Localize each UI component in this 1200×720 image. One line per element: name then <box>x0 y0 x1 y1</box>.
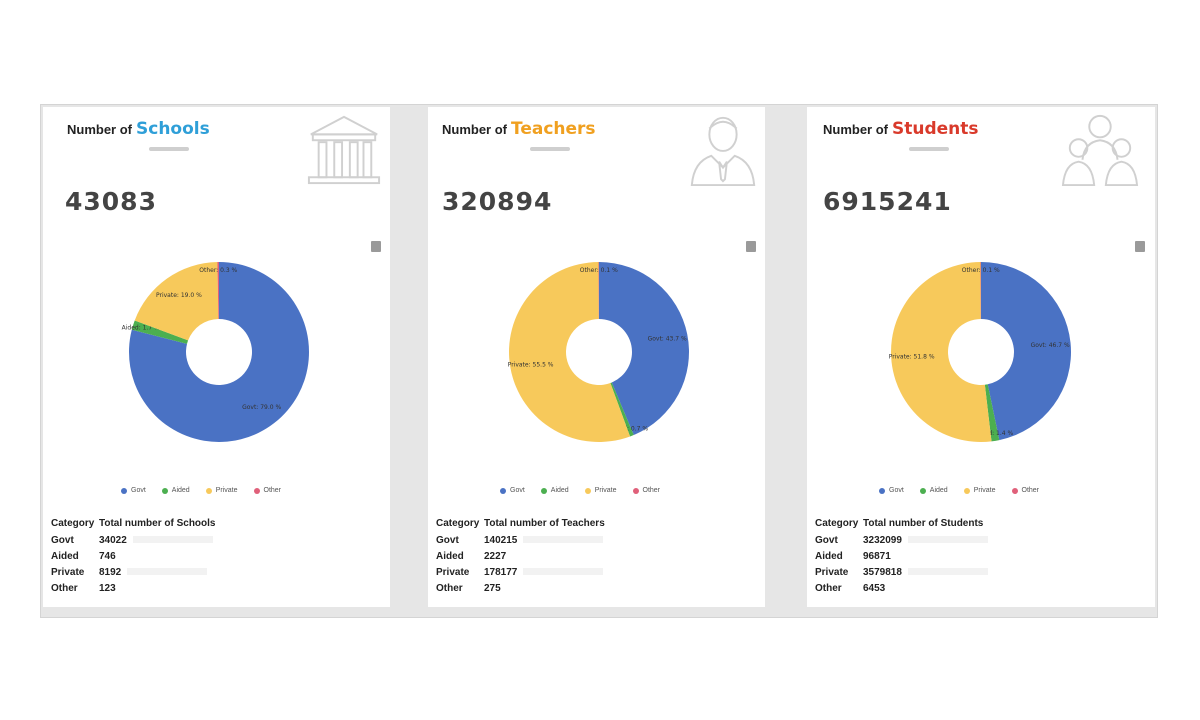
schools-donut-chart: Govt: 79.0 % Aided: 1.7 % Private: 19.0 % O… <box>122 262 309 442</box>
teachers-donut-chart: Govt: 43.7 % Aided: 0.7 % Private: 55.5 % O… <box>508 262 689 442</box>
legend-item-private[interactable]: Private <box>963 487 996 494</box>
table-row: Aided 96871 <box>815 550 891 562</box>
table-row: Govt 3232099 <box>815 532 991 548</box>
legend-item-govt[interactable]: Govt <box>500 487 525 494</box>
slice-label-govt: Govt: 46.7 % <box>1031 342 1070 349</box>
schools-card: Number of Schools 43083 Govt: 79.0 % Aided… <box>43 107 390 607</box>
donut-slice-private[interactable] <box>509 262 631 442</box>
dashboard-panel: Number of Schools 43083 Govt: 79.0 % Aided… <box>40 104 1158 618</box>
title-prefix: Number of <box>442 122 507 137</box>
slice-label-aided: Aided: 0.7 % <box>610 425 648 432</box>
slice-label-govt: Govt: 79.0 % <box>242 404 281 411</box>
table-header-category: Category <box>51 518 95 529</box>
table-header-category: Category <box>815 518 859 529</box>
donut-slice-govt[interactable] <box>599 262 689 436</box>
title-underline <box>909 147 949 151</box>
schools-table: Category Total number of Schools Govt 340… <box>51 517 227 596</box>
table-row: Other 6453 <box>815 582 886 594</box>
title-accent: Schools <box>136 119 210 139</box>
table-row: Aided 2227 <box>436 550 507 562</box>
chart-menu-icon[interactable] <box>371 241 381 252</box>
table-header-category: Category <box>436 518 480 529</box>
card-title: Number of Teachers <box>442 119 596 139</box>
legend-item-other[interactable]: Other <box>632 487 660 494</box>
slice-label-other: Other: 0.1 % <box>580 267 618 274</box>
donut-slice-aided[interactable] <box>131 320 189 344</box>
chart-menu-icon[interactable] <box>1135 241 1145 252</box>
total-teachers: 320894 <box>442 187 553 216</box>
slice-label-private: Private: 19.0 % <box>156 292 202 299</box>
teachers-card: Number of Teachers 320894 Govt: 43.7 % Aid… <box>428 107 765 607</box>
legend-item-govt[interactable]: Govt <box>879 487 904 494</box>
card-title: Number of Schools <box>67 119 210 139</box>
legend-item-aided[interactable]: Aided <box>919 487 948 494</box>
legend-item-private[interactable]: Private <box>584 487 617 494</box>
title-prefix: Number of <box>67 122 132 137</box>
title-accent: Teachers <box>511 119 596 139</box>
legend-item-aided[interactable]: Aided <box>161 487 190 494</box>
students-card: Number of Students 6915241 Govt: 46.7 % Ai… <box>807 107 1155 607</box>
legend-item-govt[interactable]: Govt <box>121 487 146 494</box>
table-row: Govt 140215 <box>436 532 612 548</box>
slice-label-govt: Govt: 43.7 % <box>648 335 687 342</box>
teachers-table: Category Total number of Teachers Govt 14… <box>436 517 612 596</box>
total-schools: 43083 <box>65 187 157 216</box>
chart-legend: Govt Aided Private Other <box>121 487 281 494</box>
slice-label-private: Private: 55.5 % <box>508 361 554 368</box>
chart-menu-icon[interactable] <box>746 241 756 252</box>
donut-slice-govt[interactable] <box>129 262 309 442</box>
students-group-icon <box>1061 114 1139 187</box>
title-underline <box>530 147 570 151</box>
card-title: Number of Students <box>823 119 979 139</box>
slice-label-private: Private: 51.8 % <box>889 353 935 360</box>
title-accent: Students <box>892 119 979 139</box>
legend-item-other[interactable]: Other <box>253 487 281 494</box>
table-row: Other 275 <box>436 582 501 594</box>
students-donut-chart: Govt: 46.7 % Aided: 1.4 % Private: 51.8 % O… <box>889 262 1071 442</box>
legend-item-aided[interactable]: Aided <box>540 487 569 494</box>
donut-slice-private[interactable] <box>134 262 219 341</box>
title-prefix: Number of <box>823 122 888 137</box>
chart-legend: Govt Aided Private Other <box>500 487 660 494</box>
donut-slice-govt[interactable] <box>981 262 1071 441</box>
slice-label-other: Other: 0.1 % <box>962 267 1000 274</box>
table-row: Govt 34022 <box>51 532 227 548</box>
table-row: Aided 746 <box>51 550 116 562</box>
donut-slice-aided[interactable] <box>610 382 634 437</box>
table-row: Private 8192 <box>51 564 227 580</box>
table-row: Other 123 <box>51 582 116 594</box>
total-students: 6915241 <box>823 187 952 216</box>
legend-item-other[interactable]: Other <box>1011 487 1039 494</box>
table-header-total: Total number of Students <box>863 518 984 529</box>
slice-label-other: Other: 0.3 % <box>199 267 237 274</box>
donut-slice-other[interactable] <box>217 262 219 320</box>
donut-slice-other[interactable] <box>980 262 981 320</box>
title-underline <box>149 147 189 151</box>
chart-legend: Govt Aided Private Other <box>879 487 1039 494</box>
legend-item-private[interactable]: Private <box>205 487 238 494</box>
students-table: Category Total number of Students Govt 32… <box>815 517 991 596</box>
school-building-icon <box>307 115 381 185</box>
table-header-total: Total number of Schools <box>99 518 216 529</box>
donut-slice-aided[interactable] <box>984 384 1000 442</box>
slice-label-aided: Aided: 1.4 % <box>975 430 1013 437</box>
table-header-total: Total number of Teachers <box>484 518 605 529</box>
donut-slice-private[interactable] <box>891 262 992 442</box>
table-row: Private 178177 <box>436 564 612 580</box>
slice-label-aided: Aided: 1.7 % <box>122 324 160 331</box>
teacher-person-icon <box>690 116 756 187</box>
table-row: Private 3579818 <box>815 564 991 580</box>
